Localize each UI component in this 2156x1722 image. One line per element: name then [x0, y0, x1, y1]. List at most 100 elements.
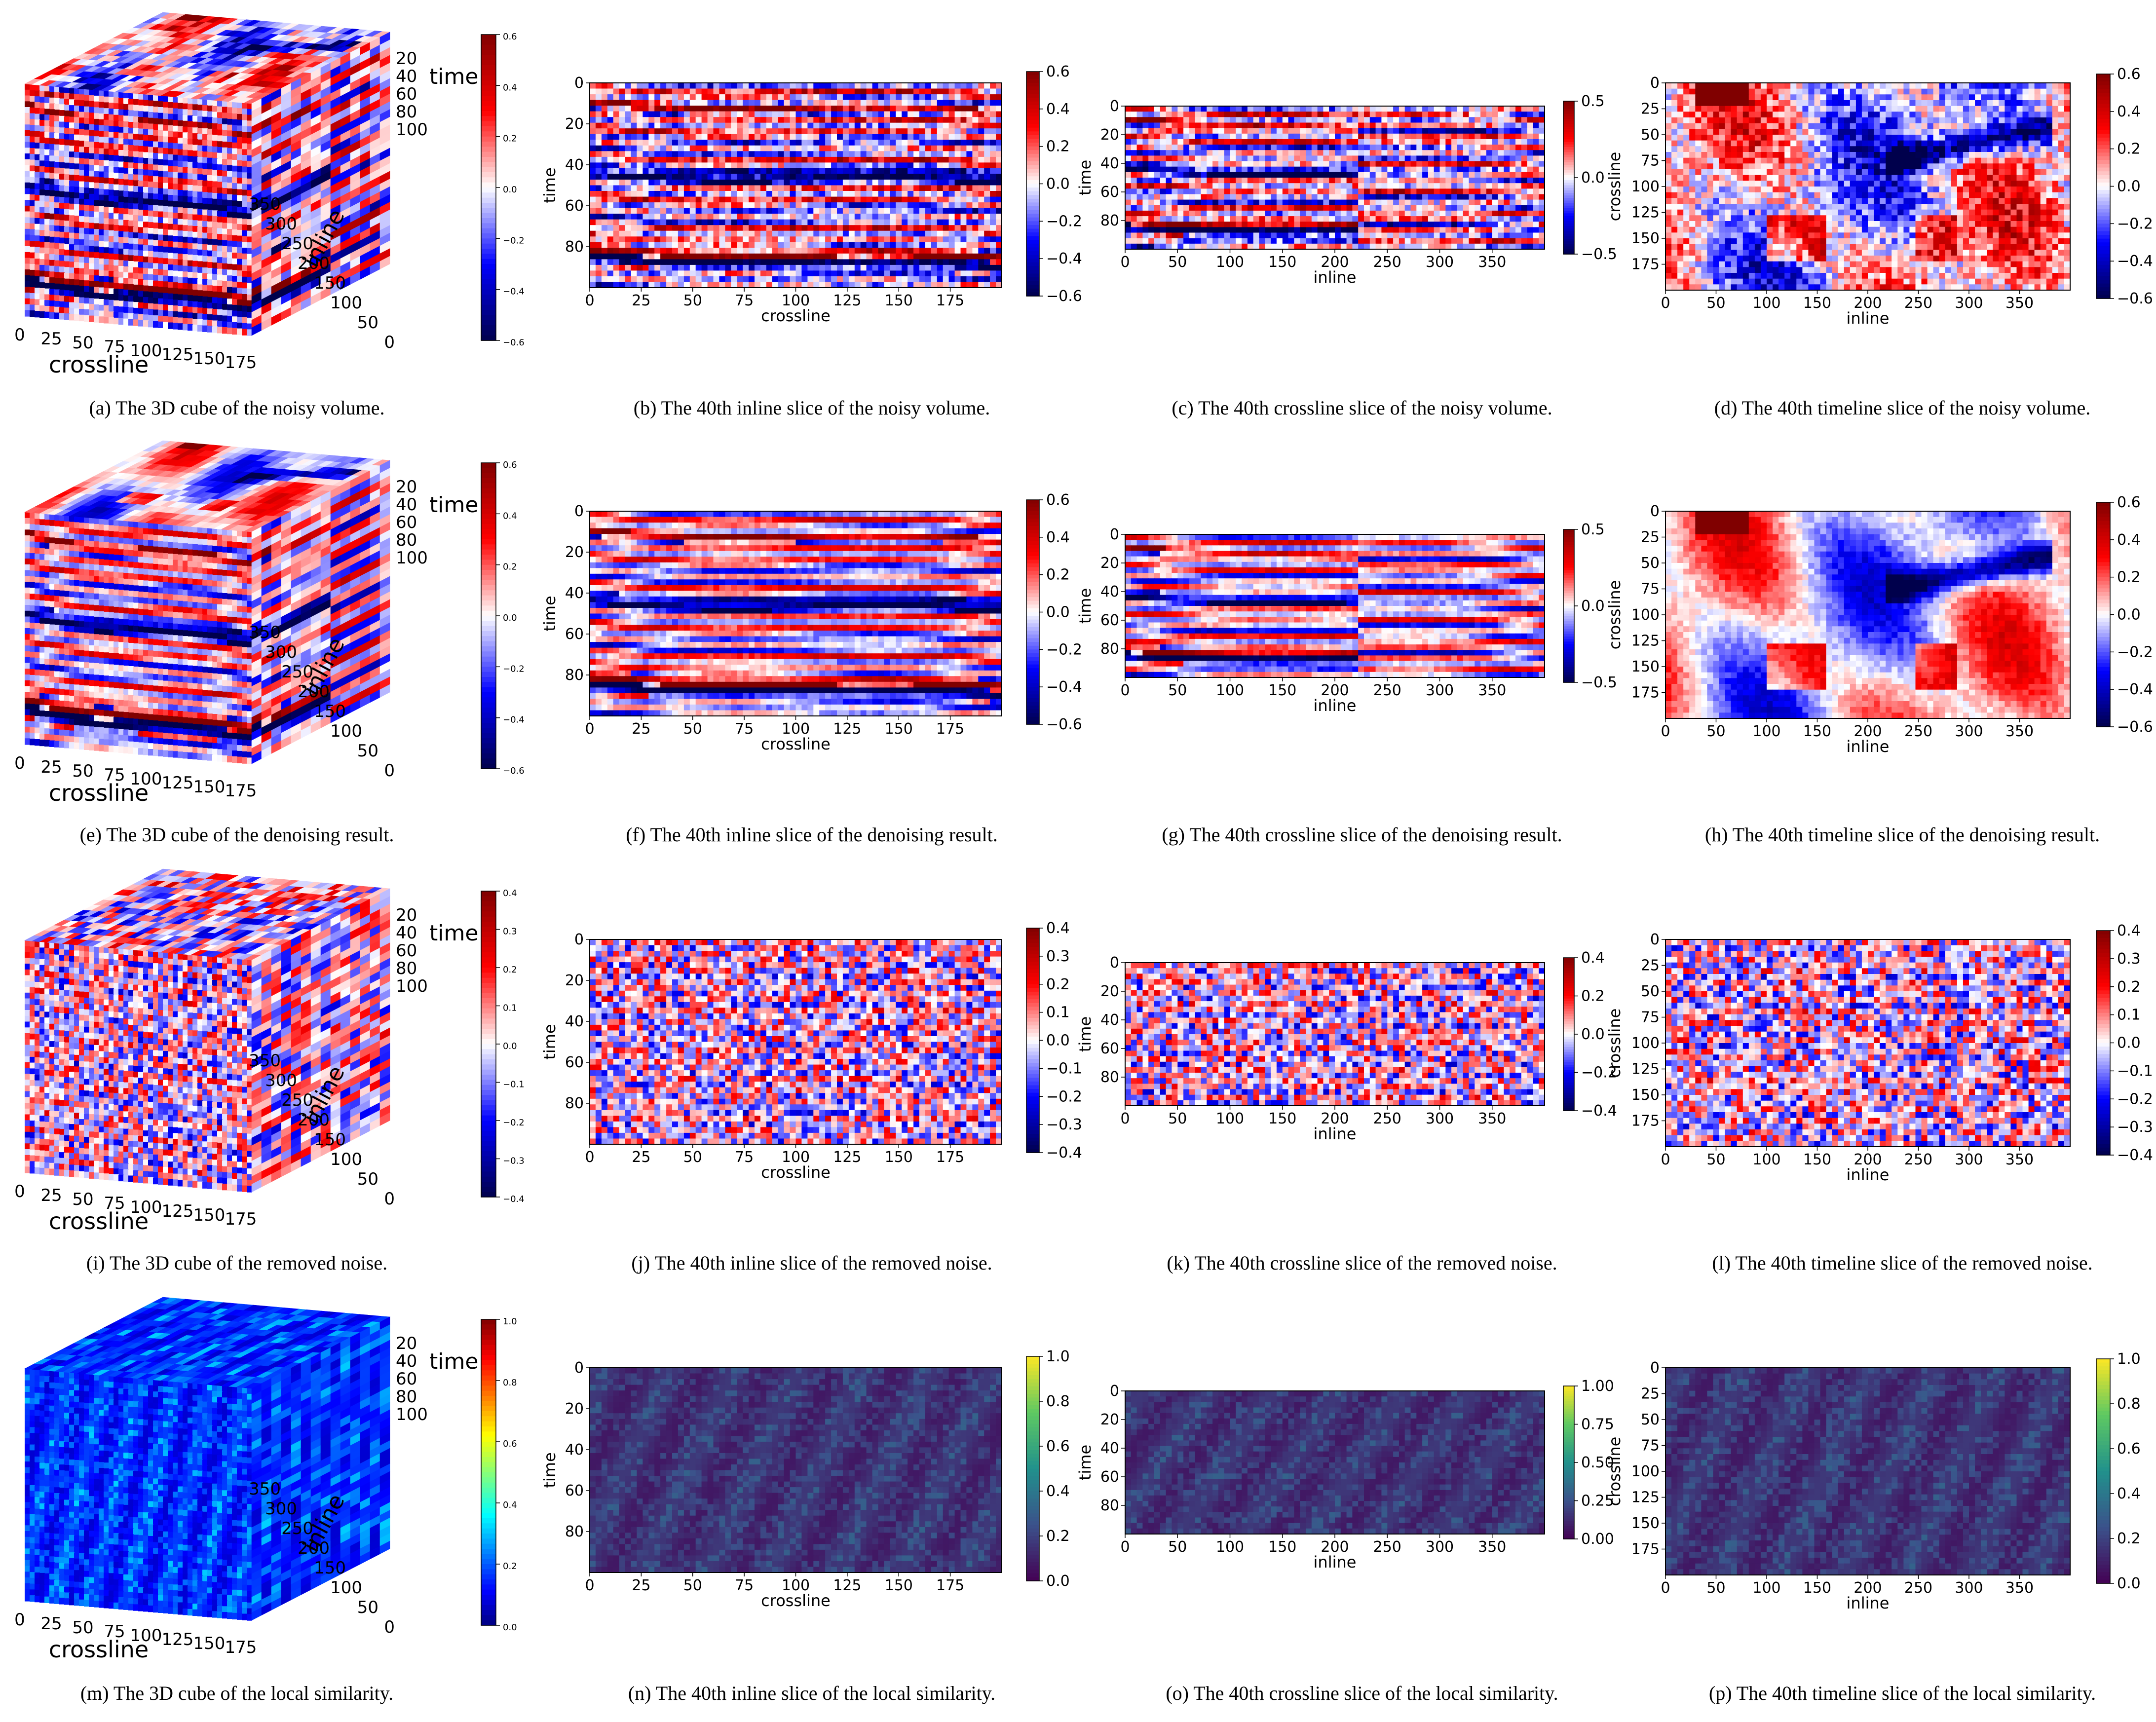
cube-cell [84, 95, 89, 101]
cube-cell [222, 159, 227, 165]
cube-cell [79, 129, 84, 136]
cube-cell [217, 292, 223, 299]
cube-cell [74, 274, 79, 280]
cube-cell [247, 248, 252, 255]
cube-cell [212, 152, 218, 159]
cube-cell [39, 120, 45, 126]
cube-cell [39, 85, 45, 92]
cube-cell [59, 220, 65, 226]
cube-cell [173, 143, 178, 150]
cube-cell [64, 209, 70, 216]
cube-cell [192, 296, 198, 302]
cube-cell [232, 212, 237, 219]
cube-cell [138, 256, 144, 262]
cube-cell [99, 113, 104, 120]
cube-cell [188, 127, 193, 133]
cube-cell [94, 264, 99, 270]
cube-cell [118, 92, 124, 99]
cube-cell [69, 169, 75, 175]
cube-cell [109, 317, 114, 324]
cube-cell [138, 262, 144, 268]
cube-cell [54, 301, 60, 307]
cube-cell [74, 285, 79, 292]
cube-cell [74, 169, 79, 176]
cube-cell [79, 112, 84, 118]
cube-cell [138, 163, 144, 170]
cube-cell [212, 129, 218, 136]
cube-cell [143, 147, 149, 153]
cube-cell [138, 216, 144, 222]
cube-cell [168, 305, 173, 311]
cube-cell [35, 207, 40, 213]
cube-cell [133, 232, 139, 239]
cube-cell [99, 224, 104, 230]
cube-cell [79, 94, 84, 101]
cube-cell [173, 149, 178, 155]
cube-cell [69, 221, 75, 227]
cube-cell [35, 119, 40, 126]
cube-cell [153, 199, 158, 206]
cube-cell [153, 153, 158, 159]
cube-cell [79, 158, 84, 165]
cube-cell [183, 254, 188, 261]
cube-cell [99, 229, 104, 236]
cube-cell [242, 144, 247, 150]
cube-cell [178, 260, 183, 266]
cube-cell [25, 124, 30, 131]
cube-cell [84, 147, 89, 153]
cube-cell [178, 230, 183, 237]
cube-cell [79, 164, 84, 170]
cube-cell [247, 115, 252, 121]
cube-cell [227, 142, 232, 149]
cube-cell [113, 248, 119, 255]
cube-cell [158, 200, 163, 206]
cube-cell [138, 187, 144, 193]
cube-cell [35, 91, 40, 97]
cube-cell [44, 277, 50, 283]
cube-cell [207, 210, 213, 216]
cube-cell [237, 305, 242, 312]
cube-cell [39, 259, 45, 265]
cube-cell [69, 273, 75, 280]
cube-cell [79, 274, 84, 281]
cube-cell [74, 198, 79, 205]
cube-cell [158, 293, 163, 299]
cube-cell [84, 309, 89, 316]
cube-cell [113, 155, 119, 162]
cube-cell [163, 142, 168, 149]
cube-cell [227, 188, 232, 195]
cube-cell [143, 117, 149, 124]
cube-cell [94, 281, 99, 288]
cube-cell [178, 289, 183, 295]
cube-cell [212, 193, 218, 199]
cube-cell [69, 279, 75, 286]
cube-cell [79, 251, 84, 258]
cube-cell [173, 294, 178, 300]
cube-cell [222, 234, 227, 241]
cube-cell [128, 238, 134, 244]
cube-cell [183, 260, 188, 266]
cube-cell [44, 236, 50, 243]
cube-cell [143, 291, 149, 298]
cube-cell [232, 316, 237, 323]
cube-cell [109, 288, 114, 295]
cube-cell [153, 217, 158, 223]
cube-cell [44, 306, 50, 312]
cube-cell [49, 121, 55, 127]
cube-cell [242, 190, 247, 196]
cube-cell [133, 157, 139, 163]
cube-cell [64, 174, 70, 181]
cube-cell [227, 194, 232, 201]
cube-cell [133, 256, 139, 262]
cube-cell [178, 248, 183, 255]
cube-cell [242, 283, 247, 289]
cube-cell [242, 155, 247, 161]
cube-cell [217, 280, 223, 287]
cube-cell [54, 202, 60, 209]
cube-cell [197, 168, 203, 175]
cube-cell [188, 301, 193, 307]
cube-cell [237, 276, 242, 283]
cube-cell [148, 124, 153, 130]
cube-cell [133, 267, 139, 274]
cube-cell [84, 251, 89, 258]
